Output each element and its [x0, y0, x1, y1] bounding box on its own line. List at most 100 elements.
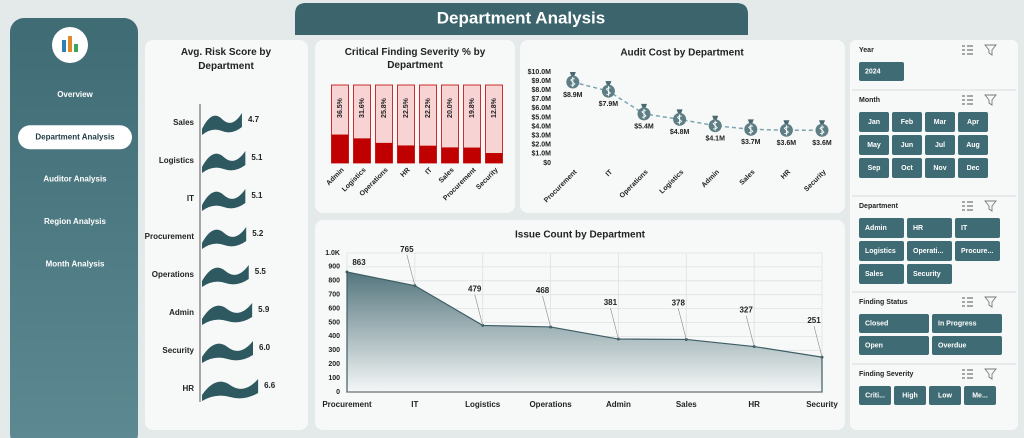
slicer-item[interactable]: Sales	[865, 271, 883, 278]
slicer-button[interactable]	[859, 218, 904, 238]
value-label: 5.9	[258, 305, 270, 314]
slicer-button[interactable]	[892, 112, 922, 132]
slicer-button[interactable]	[925, 158, 955, 178]
value-label: 4.7	[248, 115, 260, 124]
slicer-button[interactable]	[932, 336, 1002, 355]
slicer-item[interactable]: Oct	[901, 165, 913, 172]
slicer-button[interactable]	[932, 314, 1002, 333]
slicer-item[interactable]: Criti...	[865, 392, 885, 399]
slicer-item[interactable]: Security	[913, 271, 941, 278]
slicer-button[interactable]	[958, 112, 988, 132]
slicer-item[interactable]: Operati...	[913, 248, 943, 255]
money-sign	[783, 125, 790, 136]
bar	[331, 134, 349, 163]
slicer-button[interactable]	[958, 135, 988, 155]
slicer-button[interactable]	[929, 386, 961, 405]
slicer-item[interactable]: Overdue	[938, 342, 967, 349]
value-label: $3.6M	[777, 140, 797, 147]
slicer-button[interactable]	[859, 336, 929, 355]
slicer-item[interactable]: 2024	[865, 68, 881, 75]
slicer-button[interactable]	[907, 241, 952, 261]
leader-line	[813, 326, 823, 358]
slicer-button[interactable]	[859, 386, 891, 405]
money-sign	[712, 120, 718, 131]
slicer-item[interactable]: Feb	[901, 119, 913, 126]
clear-filter-icon[interactable]	[984, 44, 997, 56]
money-bag-top	[605, 81, 612, 86]
slicer-item[interactable]: Jan	[868, 119, 880, 126]
chart-title: Critical Finding Severity % by Department	[345, 47, 486, 71]
slicer-button[interactable]	[955, 241, 1000, 261]
bar	[441, 147, 459, 163]
slicer-button[interactable]	[907, 218, 952, 238]
slicer-item[interactable]: Aug	[966, 142, 980, 149]
slicer-item[interactable]: Jun	[901, 142, 913, 149]
clear-filter-icon[interactable]	[984, 296, 997, 308]
slicer-button[interactable]	[892, 135, 922, 155]
logo-bar	[74, 44, 78, 52]
multi-select-icon[interactable]	[962, 297, 973, 307]
value-label: 36.5%	[337, 97, 344, 118]
nav-item[interactable]: Overview	[57, 90, 93, 99]
slicer-item[interactable]: Procure...	[961, 248, 993, 255]
slicer-button[interactable]	[859, 314, 929, 333]
slicer-item[interactable]: Dec	[967, 165, 980, 172]
category-label: Procurement	[145, 232, 195, 241]
slicer-item[interactable]: Nov	[933, 165, 946, 172]
multi-select-icon[interactable]	[962, 95, 973, 105]
value-label: 378	[672, 299, 686, 308]
slicer-item[interactable]: Mar	[934, 119, 947, 126]
slicer-item[interactable]: High	[902, 392, 918, 399]
page-title: Department Analysis	[437, 8, 605, 27]
y-tick-label: $6.0M	[532, 105, 552, 112]
value-label: 5.1	[251, 191, 263, 200]
slicer-item[interactable]: Low	[938, 392, 953, 399]
nav-item[interactable]: Region Analysis	[44, 217, 106, 226]
slicer-button[interactable]	[955, 218, 1000, 238]
nav-item[interactable]: Month Analysis	[46, 259, 105, 268]
slicer-button[interactable]	[964, 386, 996, 405]
slicer-item[interactable]: In Progress	[938, 320, 977, 327]
slicer-button[interactable]	[958, 158, 988, 178]
slicer-item[interactable]: Apr	[967, 119, 979, 126]
slicer-item[interactable]: Sep	[868, 165, 881, 172]
y-tick-label: 100	[328, 375, 340, 382]
money-bag-top	[676, 109, 683, 114]
value-label: $4.1M	[705, 136, 725, 143]
leader-line	[677, 308, 687, 340]
slicer-button[interactable]	[859, 62, 904, 81]
slicer-button[interactable]	[859, 112, 889, 132]
nav-item[interactable]: Auditor Analysis	[43, 175, 107, 184]
chart-title: Audit Cost by Department	[620, 48, 744, 59]
slicer-button[interactable]	[859, 158, 889, 178]
multi-select-icon[interactable]	[962, 45, 973, 55]
risk-shape	[202, 227, 247, 249]
slicer-item[interactable]: Me...	[972, 392, 988, 399]
y-tick-label: $7.0M	[532, 96, 552, 103]
bar	[463, 147, 481, 163]
slicer-item[interactable]: May	[867, 142, 881, 149]
slicer-item[interactable]: Admin	[865, 225, 887, 232]
slicer-item[interactable]: HR	[913, 225, 923, 232]
slicer-button[interactable]	[925, 135, 955, 155]
value-label: 468	[536, 286, 550, 295]
slicer-item[interactable]: Open	[865, 342, 883, 349]
slicer-item[interactable]: Logistics	[865, 248, 896, 255]
clear-filter-icon[interactable]	[984, 200, 997, 212]
slicer-button[interactable]	[894, 386, 926, 405]
slicer-button[interactable]	[859, 241, 904, 261]
slicer-button[interactable]	[892, 158, 922, 178]
slicer-item[interactable]: Closed	[865, 320, 888, 327]
slicer-button[interactable]	[907, 264, 952, 284]
clear-filter-icon[interactable]	[984, 94, 997, 106]
multi-select-icon[interactable]	[962, 369, 973, 379]
clear-filter-icon[interactable]	[984, 368, 997, 380]
nav-item[interactable]: Department Analysis	[35, 132, 115, 141]
slicer-item[interactable]: IT	[961, 225, 968, 232]
slicer-button[interactable]	[859, 135, 889, 155]
slicer-button[interactable]	[925, 112, 955, 132]
multi-select-icon[interactable]	[962, 201, 973, 211]
chart-title: Issue Count by Department	[515, 230, 646, 241]
slicer-button[interactable]	[859, 264, 904, 284]
slicer-item[interactable]: Jul	[935, 142, 945, 149]
